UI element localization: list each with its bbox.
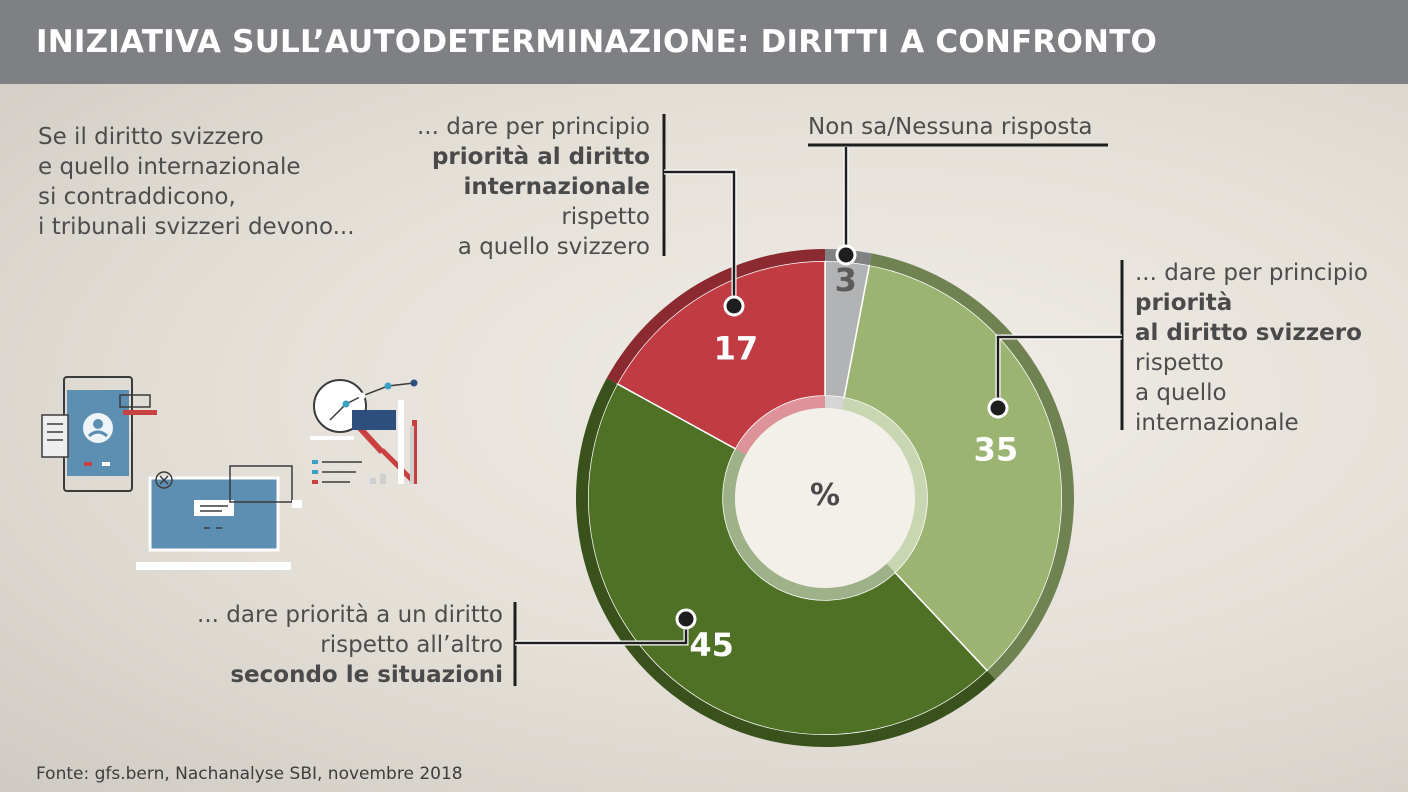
label-line: internazionale: [417, 172, 650, 202]
leader-dot-situations: [675, 608, 697, 630]
slice-situations: [575, 378, 996, 747]
label-bold: al diritto svizzero: [1135, 320, 1362, 346]
label-line: al diritto svizzero: [1135, 318, 1368, 348]
value-label: 3: [835, 261, 857, 299]
label-swiss: ... dare per principio priorità al dirit…: [1135, 258, 1368, 438]
donut-hole: [735, 408, 915, 588]
value-label: 35: [974, 430, 1019, 468]
label-line: ... dare per principio: [1135, 260, 1368, 286]
slice-international-law: [606, 249, 826, 455]
laptop-illustration: [136, 465, 302, 570]
leader-dot-no-answer: [835, 244, 857, 266]
label-situations: ... dare priorità a un diritto rispetto …: [197, 600, 503, 690]
center-unit-label: %: [810, 478, 840, 513]
leader-lines: [513, 114, 1124, 686]
slice-situations-inner-ring: [723, 448, 895, 600]
intro-text: Se il diritto svizzero e quello internaz…: [38, 122, 355, 242]
slice-swiss-law: [841, 253, 1074, 680]
label-line: Non sa/Nessuna risposta: [808, 114, 1093, 140]
intro-line: i tribunali svizzeri devono...: [38, 214, 355, 240]
label-line: secondo le situazioni: [197, 660, 503, 690]
label-line: ... dare priorità a un diritto: [197, 602, 503, 628]
label-international: ... dare per principio priorità al dirit…: [417, 112, 650, 262]
label-line: internazionale: [1135, 410, 1299, 436]
slice-situations-rim: [575, 378, 996, 747]
intro-line: e quello internazionale: [38, 154, 301, 180]
slice-swiss-law-inner-ring: [841, 397, 927, 573]
slice-swiss-law-rim: [869, 253, 1074, 680]
header-bar: INIZIATIVA SULL’AUTODETERMINAZIONE: DIRI…: [0, 0, 1408, 84]
label-line: a quello: [1135, 380, 1227, 406]
page-title: INIZIATIVA SULL’AUTODETERMINAZIONE: DIRI…: [36, 24, 1158, 60]
label-line: rispetto all’altro: [320, 632, 503, 658]
leader-international: [664, 170, 736, 306]
analytics-illustration: [310, 379, 418, 484]
source-note: Fonte: gfs.bern, Nachanalyse SBI, novemb…: [36, 764, 463, 784]
label-line: priorità al diritto: [417, 142, 650, 172]
label-line: rispetto: [561, 204, 650, 230]
smartphone-illustration: [41, 376, 157, 492]
slice-international-law-rim: [606, 249, 825, 384]
label-line: rispetto: [1135, 350, 1224, 376]
label-line: priorità: [1135, 288, 1368, 318]
slice-international-law-inner-ring: [735, 396, 825, 455]
label-line: ... dare per principio: [417, 114, 650, 140]
value-label: 45: [689, 626, 734, 664]
label-bold: internazionale: [463, 174, 650, 200]
label-bold: secondo le situazioni: [230, 662, 503, 688]
label-line: a quello svizzero: [457, 234, 650, 260]
label-bold: priorità al diritto: [431, 144, 650, 170]
value-label: 17: [714, 329, 759, 367]
leader-swiss: [996, 335, 1122, 408]
slice-no-answer-inner-ring: [825, 396, 845, 410]
intro-line: si contraddicono,: [38, 184, 236, 210]
intro-line: Se il diritto svizzero: [38, 124, 264, 150]
label-bold: priorità: [1135, 290, 1233, 316]
label-no-answer: Non sa/Nessuna risposta: [808, 112, 1092, 142]
leader-dot-swiss: [987, 397, 1009, 419]
leader-dot-international: [723, 295, 745, 317]
